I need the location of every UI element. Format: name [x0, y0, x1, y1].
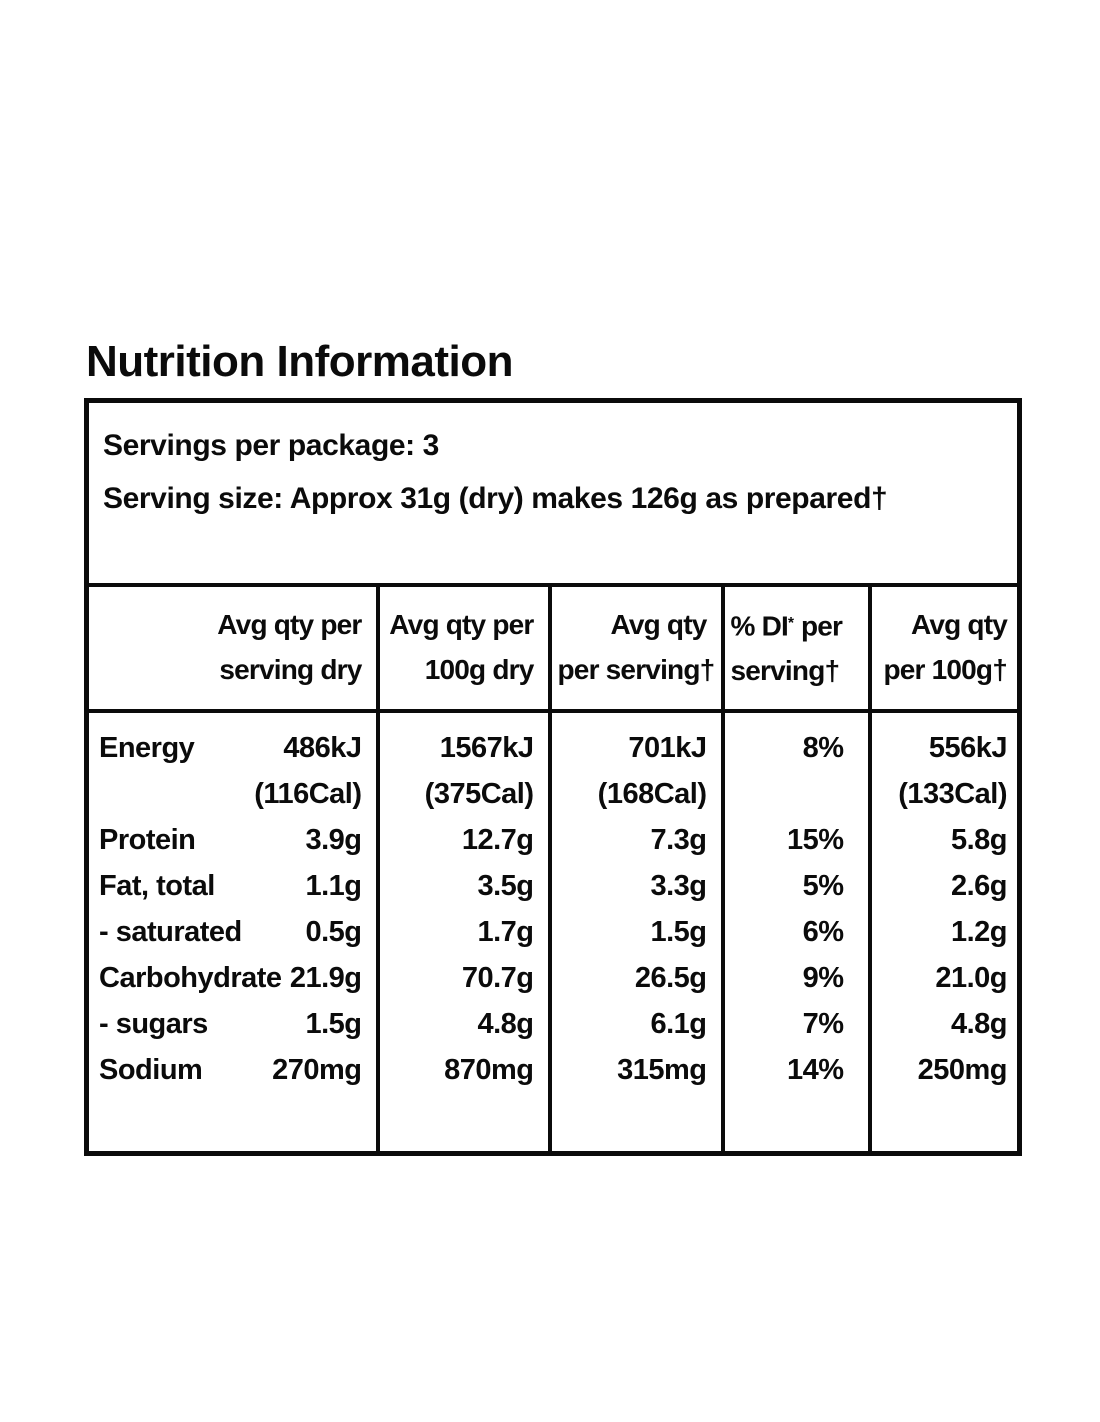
- header-line: per 100g†: [883, 654, 1008, 685]
- cell-value: 4.8g: [477, 1008, 534, 1040]
- col-per-100g-dry: 1567kJ (375Cal) 12.7g 3.5g 1.7g 70.7g 4.8g 870m…: [375, 709, 552, 1156]
- header-line: per serving†: [557, 654, 716, 685]
- header-line: Avg qty per: [389, 609, 534, 640]
- cell-value: 26.5g: [634, 962, 707, 994]
- nutrient-row-line: Sodium 270mg: [99, 1047, 362, 1093]
- value-per-serving-dry: 3.9g: [305, 824, 362, 856]
- cell-value: 4.8g: [950, 1008, 1008, 1040]
- cell-value: (375Cal): [424, 778, 534, 810]
- cell-value: 6%: [802, 916, 844, 948]
- nutrition-table: Servings per package: 3 Serving size: Ap…: [84, 398, 1023, 1156]
- header-line: Avg qty: [910, 609, 1008, 640]
- col-percent-di: 8% 15% 5% 6% 9% 7% 14%: [720, 709, 872, 1156]
- nutrient-row-line: Protein 3.9g: [99, 817, 362, 863]
- data-row: Energy 486kJ (116Cal) Protein 3.9g Fat, total…: [84, 709, 1022, 1156]
- serving-info-row: Servings per package: 3 Serving size: Ap…: [84, 398, 1022, 587]
- cell-value: (168Cal): [597, 778, 707, 810]
- cell-value: 3.3g: [650, 870, 707, 902]
- cell-value: 7.3g: [650, 824, 707, 856]
- cell-value: 70.7g: [461, 962, 534, 994]
- cell-value: 1.2g: [950, 916, 1008, 948]
- cell-value: (133Cal): [898, 778, 1008, 810]
- nutrient-label: Protein: [99, 824, 196, 856]
- cell-value: 556kJ: [928, 732, 1008, 764]
- cell-value: 7%: [802, 1008, 844, 1040]
- nutrition-panel: Nutrition Information Servings per packa…: [84, 336, 1023, 1156]
- header-row: Avg qty per serving dry Avg qty per 100g d…: [84, 583, 1022, 713]
- nutrient-label: - saturated: [99, 916, 242, 948]
- header-cell-100g-dry: Avg qty per 100g dry: [375, 583, 552, 713]
- nutrient-label: Energy: [99, 732, 195, 764]
- cell-value: 5.8g: [950, 824, 1008, 856]
- nutrient-row-line: (116Cal): [99, 771, 362, 817]
- nutrient-label: Sodium: [99, 1054, 203, 1086]
- nutrient-label: Fat, total: [99, 870, 215, 902]
- nutrient-row-line: - sugars 1.5g: [99, 1001, 362, 1047]
- cell-value: 701kJ: [628, 732, 707, 764]
- nutrient-row-line: - saturated 0.5g: [99, 909, 362, 955]
- cell-value: 15%: [786, 824, 844, 856]
- header-cell-per-100g: Avg qty per 100g†: [867, 583, 1022, 713]
- serving-info-cell: Servings per package: 3 Serving size: Ap…: [84, 398, 1022, 587]
- value-per-serving-dry: 1.5g: [305, 1008, 362, 1040]
- asterisk-footnote-marker: *: [787, 614, 794, 632]
- cell-value: 8%: [802, 732, 844, 764]
- header-cell-per-serving: Avg qty per serving†: [547, 583, 725, 713]
- value-per-serving-dry: 0.5g: [305, 916, 362, 948]
- cell-value: [735, 771, 844, 817]
- cell-value: 21.0g: [935, 962, 1008, 994]
- cell-value: 5%: [802, 870, 844, 902]
- nutrient-row-line: Fat, total 1.1g: [99, 863, 362, 909]
- col-nutrient-and-serving-dry: Energy 486kJ (116Cal) Protein 3.9g Fat, total…: [84, 709, 380, 1156]
- header-cell-serving-dry: Avg qty per serving dry: [84, 583, 380, 713]
- col-per-serving-prepared: 701kJ (168Cal) 7.3g 3.3g 1.5g 26.5g 6.1g 315mg: [547, 709, 725, 1156]
- value-per-serving-dry: 486kJ: [283, 732, 362, 764]
- nutrient-label: Carbohydrate: [99, 962, 282, 994]
- header-cell-percent-di: % DI* per serving†: [720, 583, 872, 713]
- cell-value: 2.6g: [950, 870, 1008, 902]
- header-line: 100g dry: [424, 654, 535, 685]
- nutrient-row-line: Energy 486kJ: [99, 725, 362, 771]
- servings-per-package: Servings per package: 3: [103, 429, 439, 462]
- header-line: serving dry: [219, 654, 362, 685]
- cell-value: 9%: [802, 962, 844, 994]
- cell-value: 250mg: [917, 1054, 1008, 1086]
- cell-value: 14%: [786, 1054, 844, 1086]
- value-per-serving-dry: 1.1g: [305, 870, 362, 902]
- value-per-serving-dry: (116Cal): [254, 778, 362, 810]
- cell-value: 870mg: [444, 1054, 534, 1086]
- cell-value: 1.7g: [477, 916, 534, 948]
- header-line: serving†: [730, 655, 841, 687]
- header-line: Avg qty per: [217, 609, 362, 640]
- cell-value: 315mg: [617, 1054, 707, 1086]
- header-line: % DI* per: [730, 610, 843, 642]
- cell-value: 12.7g: [461, 824, 534, 856]
- col-per-100g-prepared: 556kJ (133Cal) 5.8g 2.6g 1.2g 21.0g 4.8g 250mg: [867, 709, 1022, 1156]
- header-line: Avg qty: [610, 609, 707, 640]
- value-per-serving-dry: 21.9g: [289, 962, 362, 994]
- cell-value: 3.5g: [477, 870, 534, 902]
- cell-value: 6.1g: [650, 1008, 707, 1040]
- nutrient-label: - sugars: [99, 1008, 208, 1040]
- nutrient-row-line: Carbohydrate 21.9g: [99, 955, 362, 1001]
- serving-size: Serving size: Approx 31g (dry) makes 126…: [103, 482, 888, 515]
- page-title: Nutrition Information: [86, 337, 514, 386]
- cell-value: 1.5g: [650, 916, 707, 948]
- value-per-serving-dry: 270mg: [272, 1054, 362, 1086]
- cell-value: 1567kJ: [439, 732, 534, 764]
